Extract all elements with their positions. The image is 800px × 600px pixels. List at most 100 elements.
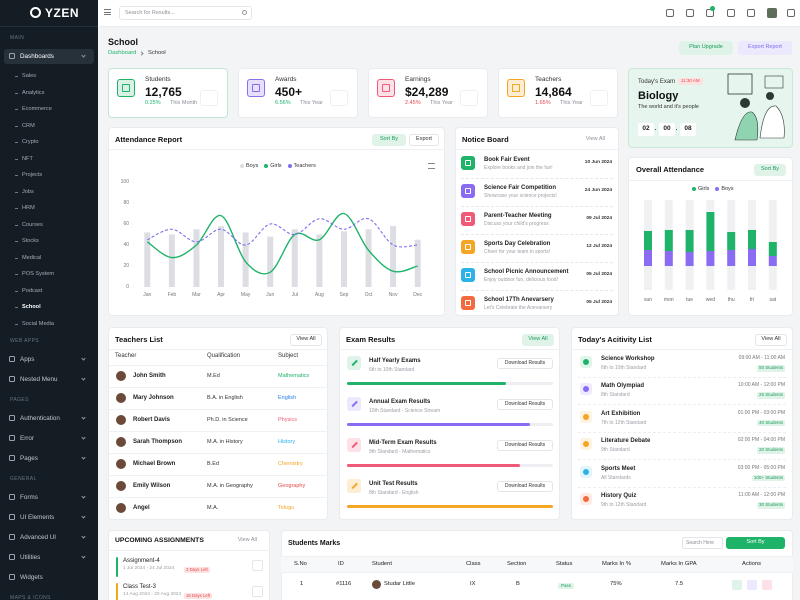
menu-item[interactable]: UI Elements (20, 514, 55, 521)
sort-by-button[interactable]: Sort By (726, 537, 785, 549)
menu-item[interactable]: Widgets (20, 574, 43, 581)
submenu-item[interactable]: NFT (22, 155, 33, 162)
table-row-divider (108, 409, 328, 410)
submenu-item[interactable]: POS System (22, 271, 55, 277)
sort-by-button[interactable]: Sort By (754, 164, 786, 176)
submenu-item[interactable]: Podcast (22, 287, 43, 294)
stat-label: Awards (275, 76, 297, 83)
header-avatar[interactable] (767, 8, 777, 18)
activity-text: 8th Standard (601, 392, 630, 399)
exam-title: Half Yearly Exams (369, 358, 421, 364)
header-icon[interactable] (727, 9, 735, 17)
exam-card-title: Today's Exam (638, 79, 676, 85)
activity-text: 6th to 10th Standard (601, 365, 647, 371)
submenu-item[interactable]: Analytics (22, 89, 45, 96)
activity-students: 30 Students (756, 502, 785, 509)
submenu-item[interactable]: Jobs (22, 188, 34, 195)
submenu-item[interactable]: School (22, 304, 41, 310)
table-row-divider (108, 387, 328, 388)
y-tick-label: 20 (123, 262, 129, 269)
notice-text: Discuss your child's progress (484, 220, 549, 227)
activity-separator (578, 431, 786, 433)
logo: YZEN (45, 6, 80, 20)
progress-fill (347, 505, 553, 508)
header-icon[interactable] (686, 9, 694, 17)
menu-item[interactable]: Nested Menu (20, 376, 58, 383)
table-header: Status (556, 561, 573, 567)
sidebar-section-title: WEB APPS (10, 338, 40, 344)
legend-label: Boys (246, 162, 259, 169)
activity-students: 20 Students (756, 447, 785, 454)
menu-item[interactable]: Advanced UI (20, 534, 57, 541)
legend-dot (692, 187, 696, 191)
activity-students: 25 Students (756, 392, 785, 399)
submenu-item[interactable]: Medical (22, 254, 42, 261)
x-tick-label: Jan (143, 292, 152, 298)
teacher-avatar (116, 459, 126, 469)
action-button[interactable] (762, 580, 772, 590)
x-tick-label: Jul (291, 292, 298, 298)
submenu-dash (15, 224, 18, 226)
view-all-link[interactable]: View All (237, 537, 257, 543)
sort-by-button[interactable]: Sort By (372, 134, 406, 146)
submenu-item[interactable]: Crypto (22, 139, 39, 145)
submenu-item[interactable]: Sales (22, 73, 36, 79)
menu-item[interactable]: Apps (20, 356, 35, 363)
activity-time: 10:00 AM - 12:00 PM (738, 382, 785, 389)
menu-item[interactable]: Pages (20, 455, 38, 462)
activity-students: 50 Students (756, 365, 785, 372)
x-tick-label: Jun (266, 292, 275, 298)
submenu-item[interactable]: Social Media (22, 320, 55, 327)
header-icon[interactable] (787, 9, 795, 17)
download-results-button[interactable]: Download Results (497, 440, 553, 451)
teacher-qualification: Ph.D. in Science (207, 416, 248, 423)
notice-text: Cheer for your team in sports! (484, 248, 551, 255)
export-button[interactable]: Export (409, 134, 439, 146)
menu-item[interactable]: Utilities (20, 554, 41, 561)
teacher-name: John Smith (133, 373, 166, 379)
submenu-item[interactable]: CRM (22, 122, 35, 129)
notice-separator (461, 234, 613, 235)
submenu-item[interactable]: Projects (22, 172, 43, 178)
view-all-button[interactable]: View All (755, 334, 787, 346)
assignment-arrow-button[interactable] (252, 560, 263, 571)
teacher-subject: Telugu (278, 504, 295, 511)
header-icon[interactable] (747, 9, 755, 17)
marks-search[interactable] (682, 537, 723, 549)
export-report-button[interactable]: Export Report (738, 41, 792, 55)
countdown-colon (655, 129, 656, 130)
plan-upgrade-button[interactable]: Plan Upgrade (679, 41, 733, 55)
header-icon[interactable] (666, 9, 674, 17)
hamburger (104, 9, 111, 15)
download-results-button[interactable]: Download Results (497, 399, 553, 410)
action-button[interactable] (747, 580, 757, 590)
search-box (119, 6, 252, 20)
view-all-link[interactable]: View All (585, 136, 605, 142)
action-button[interactable] (732, 580, 742, 590)
teacher-subject: History (278, 438, 296, 445)
submenu-dash (15, 109, 18, 110)
download-results-button[interactable]: Download Results (497, 358, 553, 369)
submenu-item[interactable]: Stocks (22, 238, 39, 244)
submenu-item[interactable]: Courses (22, 221, 43, 228)
table-row-divider (108, 475, 328, 476)
view-all-button[interactable]: View All (290, 334, 322, 346)
download-results-button[interactable]: Download Results (497, 481, 553, 492)
assignment-arrow-button[interactable] (252, 586, 263, 597)
submenu-item[interactable]: HRM (22, 205, 35, 211)
breadcrumb-link[interactable]: Dashboard (108, 50, 137, 56)
search-placeholder: Search for Results... (125, 9, 175, 16)
menu-item[interactable]: Forms (20, 494, 38, 501)
menu-item[interactable]: Error (20, 435, 34, 442)
menu-item[interactable]: Dashboards (20, 53, 54, 60)
assignment-badge: 16 Days Left (184, 592, 213, 599)
submenu-item[interactable]: Ecommerce (22, 106, 52, 112)
menu-item[interactable]: Authentication (20, 415, 60, 422)
card-title: Attendance Report (115, 135, 183, 144)
status-badge: Pass (558, 582, 575, 589)
teacher-avatar (116, 393, 126, 403)
table-header: S.No (294, 561, 307, 567)
menu-icon (9, 376, 15, 382)
view-all-button[interactable]: View All (522, 334, 554, 346)
